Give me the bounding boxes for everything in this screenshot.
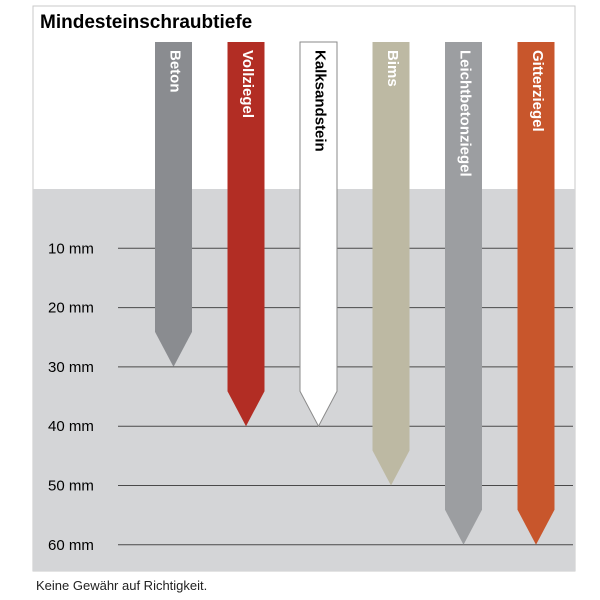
bar-gitterziegel: [517, 42, 555, 545]
bar-vollziegel: [227, 42, 265, 427]
tick-label: 20 mm: [48, 300, 94, 317]
bar-label: Kalksandstein: [312, 50, 329, 152]
bar-label: Bims: [384, 50, 401, 87]
chart-title: Mindesteinschraubtiefe: [40, 12, 252, 33]
disclaimer-text: Keine Gewähr auf Richtigkeit.: [36, 578, 208, 593]
bar-label: Beton: [167, 50, 184, 93]
tick-labels: 10 mm 20 mm 30 mm 40 mm 50 mm 60 mm: [48, 240, 94, 554]
bar-beton: [155, 42, 192, 367]
bar-label: Leichtbetonziegel: [457, 50, 474, 177]
bar-leichtbetonziegel: [445, 42, 482, 545]
tick-label: 30 mm: [48, 359, 94, 376]
tick-label: 40 mm: [48, 418, 94, 435]
bar-label: Vollziegel: [239, 50, 256, 118]
bar-label: Gitterziegel: [529, 50, 546, 132]
bar-labels: Beton Vollziegel Kalksandstein Bims Leichtbe…: [167, 50, 547, 177]
tick-label: 50 mm: [48, 478, 94, 495]
tick-label: 60 mm: [48, 537, 94, 554]
bars: [155, 41, 555, 545]
gridlines: [118, 247, 573, 546]
bar-kalksandstein: [299, 41, 338, 428]
bar-bims: [372, 42, 410, 486]
tick-label: 10 mm: [48, 240, 94, 257]
